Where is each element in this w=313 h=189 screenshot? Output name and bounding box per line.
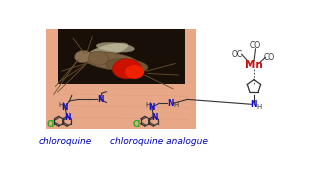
Text: N: N bbox=[151, 113, 157, 122]
Text: Cl: Cl bbox=[133, 120, 141, 129]
Ellipse shape bbox=[89, 51, 108, 65]
Text: H: H bbox=[257, 104, 262, 110]
Ellipse shape bbox=[125, 65, 144, 79]
Bar bbox=[58, 29, 185, 89]
Ellipse shape bbox=[83, 52, 140, 70]
Text: N: N bbox=[149, 103, 155, 112]
Text: CO: CO bbox=[250, 40, 261, 50]
Text: Mn: Mn bbox=[245, 60, 263, 70]
Text: N: N bbox=[251, 100, 257, 109]
Text: N: N bbox=[167, 99, 173, 108]
Text: N: N bbox=[65, 113, 71, 122]
Bar bbox=[46, 84, 196, 129]
Text: N: N bbox=[97, 95, 104, 104]
Text: H: H bbox=[58, 102, 64, 108]
Text: OC: OC bbox=[232, 50, 243, 59]
Text: chloroquine analogue: chloroquine analogue bbox=[110, 137, 208, 146]
Text: Cl: Cl bbox=[47, 120, 55, 129]
Text: N: N bbox=[62, 103, 68, 112]
Ellipse shape bbox=[112, 59, 141, 79]
Text: H: H bbox=[145, 102, 151, 108]
Ellipse shape bbox=[96, 42, 135, 52]
Ellipse shape bbox=[74, 50, 91, 63]
Text: CO: CO bbox=[264, 53, 275, 62]
Text: H: H bbox=[173, 102, 178, 108]
Bar bbox=[46, 29, 196, 129]
Ellipse shape bbox=[106, 59, 148, 73]
Ellipse shape bbox=[87, 43, 128, 58]
Text: chloroquine: chloroquine bbox=[38, 137, 91, 146]
